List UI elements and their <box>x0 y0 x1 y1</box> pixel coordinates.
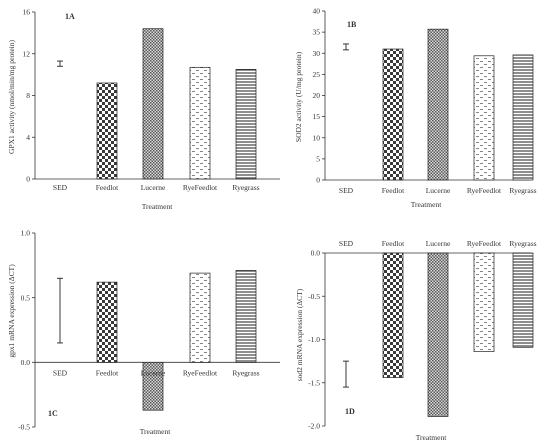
x-axis-label: Treatment <box>411 200 442 209</box>
category-label: Lucerne <box>141 183 166 192</box>
y-tick-label: 40 <box>313 7 321 16</box>
category-label: Lucerne <box>426 239 451 248</box>
bar-feedlot <box>96 281 118 363</box>
y-tick-label: 0 <box>26 175 30 184</box>
y-tick-label: -2.0 <box>308 422 320 431</box>
y-tick-label: 35 <box>313 28 321 37</box>
category-label: Feedlot <box>382 186 405 195</box>
panel-tag: 1A <box>65 12 75 21</box>
bar-ryegrass <box>512 54 534 181</box>
y-tick-label: 1.0 <box>21 229 31 238</box>
x-axis-label: Treatment <box>416 433 447 442</box>
bar-feedlot <box>382 48 404 181</box>
y-tick-label: 12 <box>23 49 31 58</box>
y-tick-label: -0.5 <box>308 292 320 301</box>
y-tick-label: 5 <box>316 154 320 163</box>
category-label: SED <box>339 186 354 195</box>
y-tick-label: 0.0 <box>311 249 321 258</box>
panel-1b: 1B SOD2 activity (U/mg protein) Treatmen… <box>294 7 537 209</box>
panel-tag: 1B <box>347 20 357 29</box>
bar-lucerne <box>142 361 164 411</box>
bar-ryegrass <box>512 252 534 348</box>
bar-feedlot <box>96 82 118 180</box>
category-label: Ryegrass <box>509 186 536 195</box>
category-label: Feedlot <box>96 368 119 377</box>
y-tick-label: 0.5 <box>21 293 31 302</box>
bar-ryefeedlot <box>189 272 211 363</box>
bar-lucerne <box>427 252 449 417</box>
bar-ryegrass <box>235 69 257 180</box>
x-axis-label: Treatment <box>142 202 173 211</box>
y-axis-label: sod2 mRNA expression (ΔCT) <box>295 288 304 381</box>
category-label: Lucerne <box>426 186 451 195</box>
y-axis-label: SOD2 activity (U/mg protein) <box>294 51 303 142</box>
category-label: Feedlot <box>382 239 405 248</box>
y-tick-label: -1.5 <box>308 378 320 387</box>
bar-ryefeedlot <box>189 66 211 180</box>
category-label: RyeFeedlot <box>183 183 218 192</box>
y-tick-label: 20 <box>313 91 321 100</box>
bar-ryefeedlot <box>473 55 495 181</box>
y-tick-label: 30 <box>313 49 321 58</box>
y-tick-label: -0.5 <box>18 423 30 432</box>
panel-1a: 1A GPX1 activity (nmol/min/mg protein) T… <box>7 8 280 211</box>
category-label: Ryegrass <box>232 368 259 377</box>
y-tick-label: 25 <box>313 70 321 79</box>
category-label: Ryegrass <box>509 239 536 248</box>
panel-tag: 1C <box>48 409 58 418</box>
category-label: Lucerne <box>141 368 166 377</box>
panel-1c: 1C gpx1 mRNA expression (ΔCT) Treatment … <box>7 229 280 436</box>
panel-1d: 1D sod2 mRNA expression (ΔCT) Treatment … <box>295 239 537 442</box>
y-tick-label: 10 <box>313 133 321 142</box>
bar-lucerne <box>142 28 164 180</box>
bar-lucerne <box>427 28 449 181</box>
y-tick-label: 0 <box>316 176 320 185</box>
category-label: SED <box>53 368 68 377</box>
category-label: RyeFeedlot <box>467 239 502 248</box>
y-tick-label: 16 <box>23 8 31 17</box>
y-tick-label: 15 <box>313 112 321 121</box>
category-label: RyeFeedlot <box>467 186 502 195</box>
panel-tag: 1D <box>345 407 355 416</box>
y-tick-label: 8 <box>26 91 30 100</box>
bar-ryegrass <box>235 270 257 363</box>
bar-feedlot <box>382 252 404 378</box>
y-tick-label: 0.0 <box>21 358 31 367</box>
category-label: SED <box>339 239 354 248</box>
category-label: SED <box>53 183 68 192</box>
y-tick-label: 4 <box>26 133 30 142</box>
x-axis-label: Treatment <box>140 427 171 436</box>
y-tick-label: -1.0 <box>308 335 320 344</box>
bar-ryefeedlot <box>473 252 495 352</box>
category-label: Ryegrass <box>232 183 259 192</box>
category-label: RyeFeedlot <box>183 368 218 377</box>
y-axis-label: GPX1 activity (nmol/min/mg protein) <box>7 40 16 154</box>
y-axis-label: gpx1 mRNA expression (ΔCT) <box>7 264 16 358</box>
category-label: Feedlot <box>96 183 119 192</box>
